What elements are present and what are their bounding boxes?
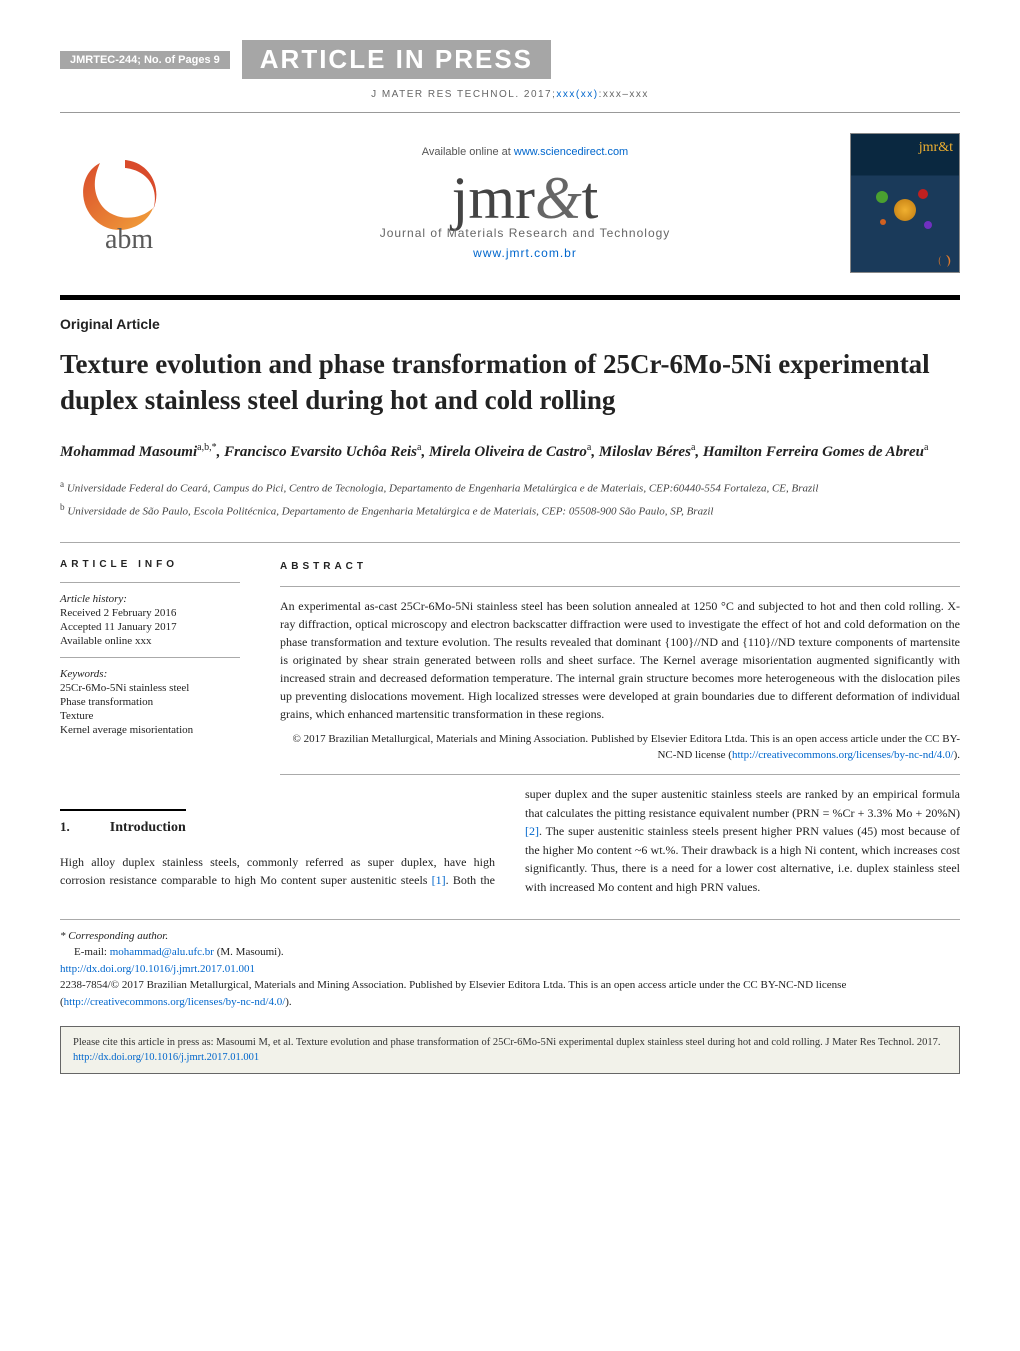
ref-2-link[interactable]: [2] xyxy=(525,824,539,838)
doi-link[interactable]: http://dx.doi.org/10.1016/j.jmrt.2017.01… xyxy=(60,963,255,975)
keyword-4: Kernel average misorientation xyxy=(60,724,256,736)
copyright-block: © 2017 Brazilian Metallurgical, Material… xyxy=(280,731,960,764)
affiliation-b-text: Universidade de São Paulo, Escola Polité… xyxy=(67,505,713,517)
ref-1-link[interactable]: [1] xyxy=(432,873,446,887)
keyword-3: Texture xyxy=(60,710,256,722)
citation-suffix: :xxx–xxx xyxy=(599,89,649,100)
email-name: (M. Masoumi). xyxy=(214,946,284,958)
header-band: abm Available online at www.sciencedirec… xyxy=(60,121,960,285)
author-3-sup: a xyxy=(587,442,591,453)
abstract-heading: ABSTRACT xyxy=(280,559,960,574)
affiliation-a-text: Universidade Federal do Ceará, Campus do… xyxy=(67,482,819,494)
article-type: Original Article xyxy=(60,316,960,332)
keyword-1: 25Cr-6Mo-5Ni stainless steel xyxy=(60,682,256,694)
accepted-line: Accepted 11 January 2017 xyxy=(60,621,256,633)
jmrt-logo-text: jmr&t xyxy=(220,168,830,228)
cite-doi-link[interactable]: http://dx.doi.org/10.1016/j.jmrt.2017.01… xyxy=(73,1052,259,1063)
received-line: Received 2 February 2016 xyxy=(60,607,256,619)
cover-thumbnail: jmr&t xyxy=(850,133,960,273)
keywords-label: Keywords: xyxy=(60,668,256,680)
available-text: Available online at xyxy=(422,146,514,158)
rule-thick xyxy=(60,295,960,300)
abm-logo: abm xyxy=(60,143,200,263)
keyword-2: Phase transformation xyxy=(60,696,256,708)
affiliation-b: b Universidade de São Paulo, Escola Poli… xyxy=(60,501,960,520)
author-5: Hamilton Ferreira Gomes de Abreu xyxy=(703,444,924,460)
footnotes: * Corresponding author. E-mail: mohammad… xyxy=(60,919,960,1011)
citation-vol[interactable]: xxx(xx) xyxy=(556,89,598,100)
author-2-sup: a xyxy=(417,442,421,453)
cover-title: jmr&t xyxy=(919,140,953,156)
intro-text-a: High alloy duplex stainless steels, comm… xyxy=(60,855,495,888)
body-columns: 1. Introduction High alloy duplex stainle… xyxy=(60,785,960,897)
issn-license-link[interactable]: http://creativecommons.org/licenses/by-n… xyxy=(64,996,286,1008)
journal-center: Available online at www.sciencedirect.co… xyxy=(200,146,850,260)
top-bar: JMRTEC-244; No. of Pages 9 ARTICLE IN PR… xyxy=(60,40,960,79)
email-link[interactable]: mohammad@alu.ufc.br xyxy=(110,946,214,958)
section-name: Introduction xyxy=(110,820,186,835)
author-2: Francisco Evarsito Uchôa Reis xyxy=(224,444,417,460)
author-1: Mohammad Masoumi xyxy=(60,444,197,460)
cite-box: Please cite this article in press as: Ma… xyxy=(60,1026,960,1074)
available-line: Available online xxx xyxy=(60,635,256,647)
press-banner: ARTICLE IN PRESS xyxy=(242,40,551,79)
section-header-intro: 1. Introduction xyxy=(60,809,186,839)
section-number: 1. xyxy=(60,819,70,834)
cite-text: Please cite this article in press as: Ma… xyxy=(73,1037,941,1048)
affiliation-a: a Universidade Federal do Ceará, Campus … xyxy=(60,478,960,497)
author-1-sup: a,b,* xyxy=(197,442,216,453)
article-title: Texture evolution and phase transformati… xyxy=(60,346,960,419)
journal-web-link[interactable]: www.jmrt.com.br xyxy=(473,246,577,260)
citation-line: J MATER RES TECHNOL. 2017;xxx(xx):xxx–xx… xyxy=(60,89,960,100)
rule-top xyxy=(60,112,960,113)
abstract-text: An experimental as-cast 25Cr-6Mo-5Ni sta… xyxy=(280,597,960,723)
author-4: Miloslav Béres xyxy=(599,444,691,460)
abstract-col: ABSTRACT An experimental as-cast 25Cr-6M… xyxy=(280,559,960,785)
model-tag: JMRTEC-244; No. of Pages 9 xyxy=(60,51,230,69)
corr-text: * Corresponding author. xyxy=(60,930,168,942)
sciencedirect-link[interactable]: www.sciencedirect.com xyxy=(514,146,628,158)
author-5-sup: a xyxy=(924,442,928,453)
info-heading: ARTICLE INFO xyxy=(60,559,256,570)
copyright-text-2: ). xyxy=(954,749,960,761)
intro-text-c: . The super austenitic stainless steels … xyxy=(525,824,960,894)
history-label: Article history: xyxy=(60,593,256,605)
email-label: E-mail: xyxy=(74,946,110,958)
article-info-col: ARTICLE INFO Article history: Received 2… xyxy=(60,559,280,785)
email-line: E-mail: mohammad@alu.ufc.br (M. Masoumi)… xyxy=(60,944,960,961)
author-3: Mirela Oliveira de Castro xyxy=(429,444,587,460)
issn-line: 2238-7854/© 2017 Brazilian Metallurgical… xyxy=(60,977,960,1010)
citation-prefix: J MATER RES TECHNOL. 2017; xyxy=(371,89,556,100)
author-4-sup: a xyxy=(691,442,695,453)
info-abstract-row: ARTICLE INFO Article history: Received 2… xyxy=(60,542,960,785)
svg-text:abm: abm xyxy=(105,224,153,255)
issn-text-b: ). xyxy=(285,996,291,1008)
license-link[interactable]: http://creativecommons.org/licenses/by-n… xyxy=(732,749,954,761)
journal-full-name: Journal of Materials Research and Techno… xyxy=(220,226,830,240)
available-online: Available online at www.sciencedirect.co… xyxy=(220,146,830,158)
authors: Mohammad Masoumia,b,*, Francisco Evarsit… xyxy=(60,441,960,464)
corresponding-author: * Corresponding author. xyxy=(60,928,960,945)
